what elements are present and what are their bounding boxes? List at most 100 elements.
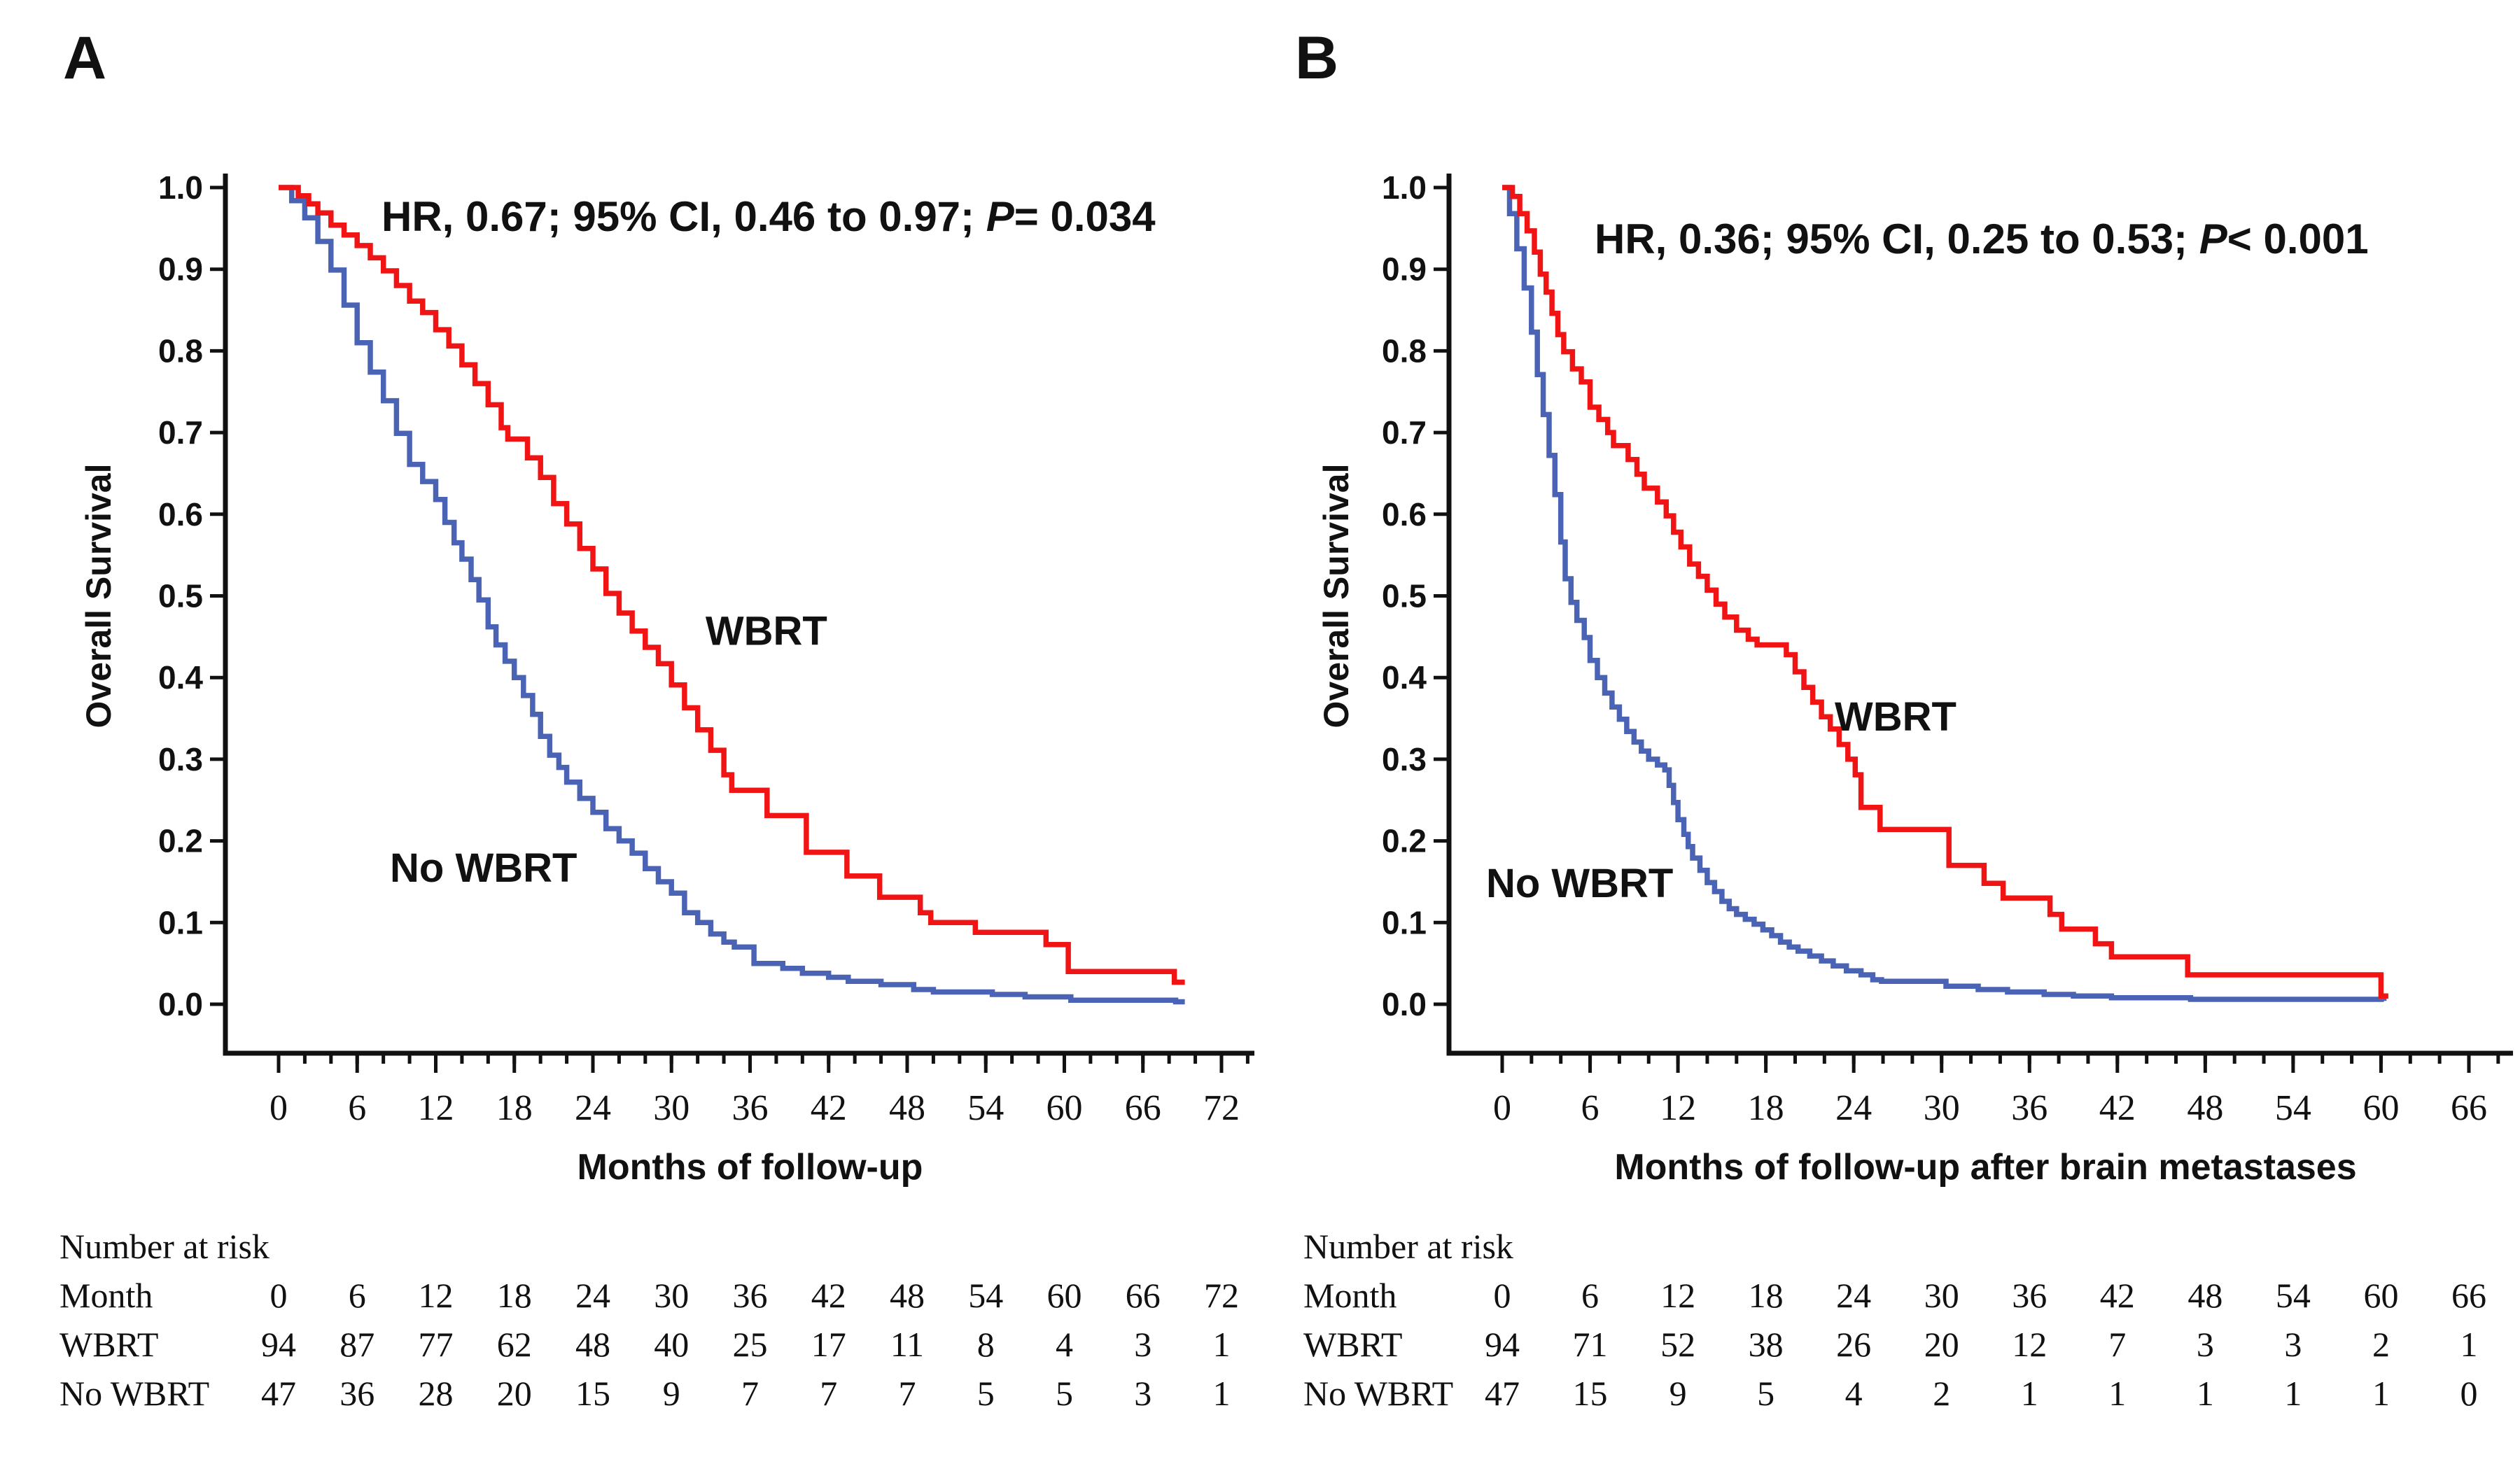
y-tick-label: 0.2 [1382, 823, 1427, 859]
y-tick-label: 0.5 [158, 578, 203, 614]
x-tick-label: 48 [2187, 1088, 2223, 1128]
risk-row-label-wbrt: WBRT [1303, 1325, 1402, 1364]
risk-cell: 7 [2108, 1325, 2126, 1364]
risk-cell: 47 [1485, 1374, 1520, 1413]
x-tick-label: 72 [1203, 1088, 1240, 1128]
y-tick-label: 0.6 [158, 496, 203, 533]
risk-cell: 1 [1212, 1325, 1230, 1364]
risk-cell: 94 [1485, 1325, 1520, 1364]
risk-cell: 62 [497, 1325, 532, 1364]
x-tick-label: 66 [1125, 1088, 1161, 1128]
risk-cell: 20 [1924, 1325, 1959, 1364]
y-axis-title: Overall Survival [1317, 463, 1356, 728]
y-tick-label: 0.8 [158, 332, 203, 369]
x-tick-label: 54 [2275, 1088, 2311, 1128]
x-tick-label: 60 [1046, 1088, 1082, 1128]
x-tick-label: 12 [417, 1088, 454, 1128]
risk-cell: 5 [1056, 1374, 1073, 1413]
risk-table-month-value: 36 [732, 1276, 767, 1315]
risk-cell: 7 [741, 1374, 759, 1413]
km-curve-wbrt [1502, 185, 2388, 999]
risk-cell: 2 [1933, 1374, 1950, 1413]
risk-table-month-value: 54 [968, 1276, 1003, 1315]
panel-letter-a: A [63, 24, 106, 92]
x-axis-title: Months of follow-up after brain metastas… [1614, 1147, 2356, 1188]
risk-table-month-header: Month [1303, 1276, 1396, 1315]
curve-label-no-wbrt: No WBRT [390, 845, 577, 891]
x-tick-label: 0 [1493, 1088, 1511, 1128]
x-tick-label: 36 [732, 1088, 768, 1128]
risk-table-month-value: 60 [1046, 1276, 1082, 1315]
risk-table-month-value: 42 [2100, 1276, 2135, 1315]
risk-cell: 5 [1757, 1374, 1774, 1413]
risk-cell: 94 [261, 1325, 296, 1364]
y-tick-label: 0.1 [158, 904, 203, 941]
risk-cell: 25 [732, 1325, 767, 1364]
x-tick-label: 0 [270, 1088, 288, 1128]
y-tick-label: 0.0 [158, 986, 203, 1022]
x-tick-label: 48 [889, 1088, 925, 1128]
risk-table-month-value: 18 [497, 1276, 532, 1315]
risk-cell: 36 [340, 1374, 374, 1413]
curve-label-wbrt: WBRT [706, 609, 827, 654]
risk-cell: 0 [2460, 1374, 2477, 1413]
risk-cell: 5 [977, 1374, 995, 1413]
risk-cell: 7 [898, 1374, 916, 1413]
y-tick-label: 0.4 [1382, 659, 1427, 696]
risk-cell: 4 [1056, 1325, 1073, 1364]
hr-annotation: HR, 0.36; 95% CI, 0.25 to 0.53; P< 0.001 [1595, 216, 2369, 262]
risk-cell: 1 [2460, 1325, 2477, 1364]
risk-cell: 8 [977, 1325, 995, 1364]
km-curve-no-wbrt [1502, 185, 2387, 1002]
risk-table-month-value: 0 [270, 1276, 288, 1315]
risk-row-label-no-wbrt: No WBRT [1303, 1374, 1453, 1413]
risk-row-label-wbrt: WBRT [59, 1325, 158, 1364]
y-tick-label: 0.2 [158, 823, 203, 859]
risk-cell: 1 [2284, 1374, 2302, 1413]
risk-cell: 38 [1749, 1325, 1784, 1364]
risk-table-month-value: 6 [349, 1276, 366, 1315]
x-tick-label: 18 [1748, 1088, 1784, 1128]
risk-table-month-value: 18 [1749, 1276, 1784, 1315]
risk-table-month-value: 6 [1581, 1276, 1599, 1315]
km-curve-wbrt [279, 185, 1185, 985]
x-tick-label: 6 [1581, 1088, 1600, 1128]
x-tick-label: 12 [1660, 1088, 1696, 1128]
y-tick-label: 1.0 [1382, 169, 1427, 206]
y-tick-label: 0.7 [1382, 414, 1427, 451]
risk-cell: 9 [663, 1374, 680, 1413]
risk-cell: 1 [2372, 1374, 2390, 1413]
risk-table-month-value: 24 [575, 1276, 610, 1315]
x-tick-label: 66 [2451, 1088, 2487, 1128]
risk-cell: 4 [1845, 1374, 1863, 1413]
curve-label-wbrt: WBRT [1835, 694, 1956, 740]
x-tick-label: 42 [811, 1088, 847, 1128]
risk-cell: 12 [2012, 1325, 2047, 1364]
risk-cell: 17 [811, 1325, 846, 1364]
panel-a-survival-chart: A0.00.10.20.30.40.50.60.70.80.91.00 6 12 18… [59, 24, 1254, 1413]
risk-cell: 2 [2372, 1325, 2390, 1364]
y-tick-label: 0.4 [158, 659, 203, 696]
risk-table-month-value: 30 [1924, 1276, 1959, 1315]
x-tick-label: 54 [967, 1088, 1004, 1128]
y-tick-label: 0.7 [158, 414, 203, 451]
risk-cell: 1 [2021, 1374, 2038, 1413]
y-tick-label: 0.9 [158, 251, 203, 288]
risk-cell: 87 [340, 1325, 374, 1364]
y-tick-label: 0.0 [1382, 986, 1427, 1022]
risk-cell: 26 [1836, 1325, 1871, 1364]
panel-b-survival-chart: B0.00.10.20.30.40.50.60.70.80.91.00 6 12 18… [1295, 24, 2513, 1413]
y-tick-label: 0.3 [1382, 741, 1427, 777]
risk-cell: 77 [418, 1325, 453, 1364]
x-tick-label: 60 [2362, 1088, 2399, 1128]
y-tick-label: 1.0 [158, 169, 203, 206]
y-tick-label: 0.9 [1382, 251, 1427, 288]
risk-table-month-value: 42 [811, 1276, 846, 1315]
risk-table-month-value: 12 [418, 1276, 453, 1315]
risk-table-month-value: 48 [2188, 1276, 2222, 1315]
x-tick-label: 24 [1835, 1088, 1872, 1128]
risk-cell: 52 [1660, 1325, 1695, 1364]
x-tick-label: 30 [653, 1088, 690, 1128]
risk-cell: 1 [2197, 1374, 2214, 1413]
